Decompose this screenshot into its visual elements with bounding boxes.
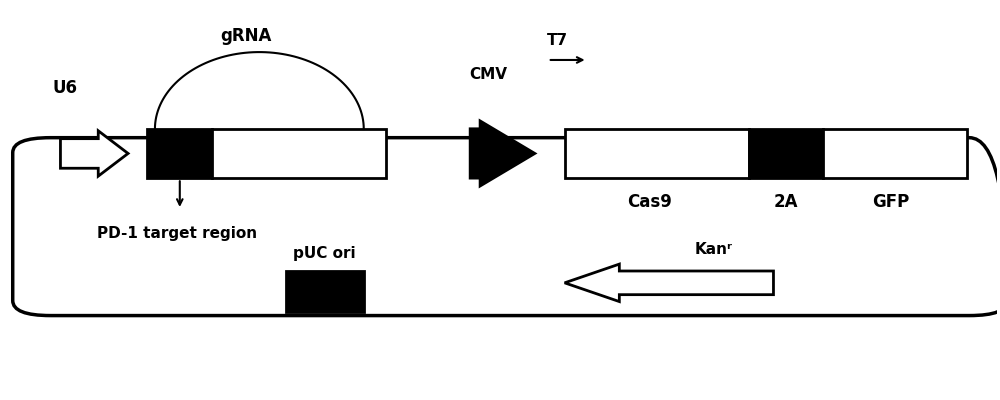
Text: gRNA: gRNA [221, 27, 272, 45]
FancyArrow shape [565, 264, 773, 302]
Text: CMV: CMV [469, 67, 507, 82]
Text: Cas9: Cas9 [627, 193, 672, 211]
Text: PD-1 target region: PD-1 target region [97, 226, 257, 241]
Bar [823, 129, 967, 178]
Bar [749, 129, 823, 178]
Text: GFP: GFP [872, 193, 909, 211]
Bar [565, 129, 749, 178]
Bar [212, 129, 386, 178]
Text: T7: T7 [547, 33, 568, 48]
Text: pUC ori: pUC ori [293, 246, 355, 261]
Bar [147, 129, 212, 178]
FancyArrow shape [470, 121, 535, 186]
Text: Kanʳ: Kanʳ [695, 242, 733, 257]
Text: U6: U6 [53, 79, 78, 97]
Bar [286, 271, 364, 312]
Text: 2A: 2A [773, 193, 798, 211]
FancyArrow shape [60, 131, 128, 176]
